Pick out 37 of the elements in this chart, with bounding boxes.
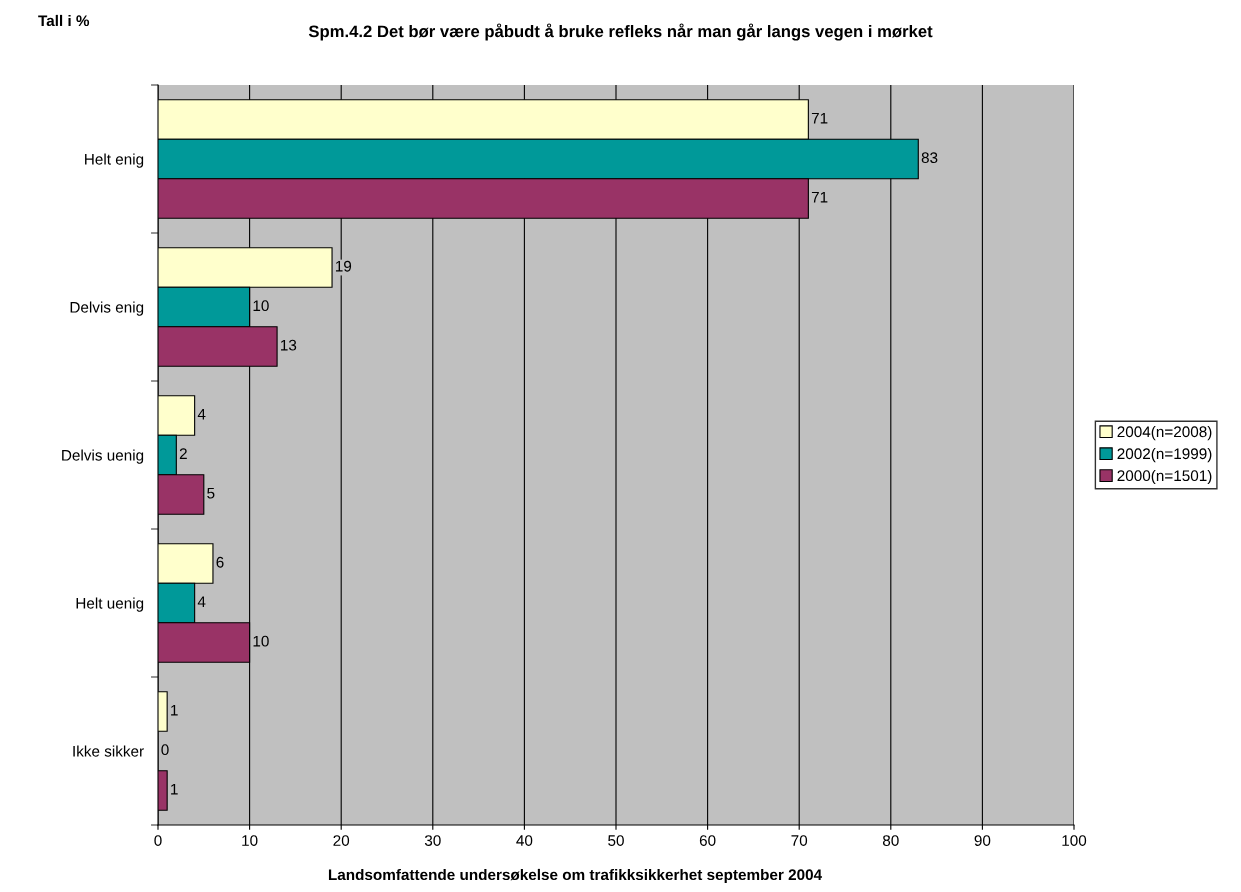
x-tick-label: 70: [791, 835, 808, 846]
chart-title: Spm.4.2 Det bør være påbudt å bruke refleks når man går langs vegen i mørket: [308, 23, 933, 41]
data-label: 5: [207, 487, 215, 499]
data-label: 71: [811, 112, 828, 124]
data-label: 2: [179, 448, 187, 459]
y-tick-label: Helt enig: [85, 153, 144, 168]
data-label: 4: [197, 408, 206, 420]
legend-label: 2000(n=1501): [1117, 469, 1212, 485]
y-tick-label: Delvis enig: [70, 301, 144, 316]
x-tick-label: 10: [242, 835, 258, 846]
x-tick-label: 100: [1062, 835, 1087, 846]
legend-label: 2004(n=2008): [1117, 425, 1212, 441]
x-tick-label: 60: [699, 835, 716, 846]
data-label: 19: [335, 260, 352, 272]
data-label: 1: [171, 783, 178, 795]
x-tick-label: 20: [333, 835, 350, 846]
legend-label: 2002(n=1999): [1117, 447, 1212, 463]
data-label: 13: [281, 339, 297, 351]
y-tick-label: Helt uenig: [76, 597, 144, 612]
text: Landsomfattende undersøkelse om trafikksikkerhet september 2004: [328, 868, 823, 884]
y-tick-label: Delvis uenig: [62, 449, 144, 464]
text: Tall i %: [38, 14, 90, 27]
x-tick-label: 0: [154, 835, 162, 846]
data-label: 6: [216, 556, 224, 568]
data-label: 4: [197, 596, 206, 607]
x-tick-label: 90: [974, 835, 991, 846]
data-label: 71: [811, 191, 828, 203]
data-label: 1: [171, 704, 178, 716]
x-tick-label: 40: [516, 835, 533, 846]
y-tick-label: Ikke sikker: [73, 745, 144, 757]
data-label: 10: [253, 300, 269, 312]
x-tick-label: 80: [882, 835, 899, 846]
x-tick-label: 50: [608, 835, 624, 846]
data-label: 0: [161, 744, 169, 756]
data-label: 10: [253, 635, 269, 647]
x-tick-label: 30: [424, 835, 441, 846]
data-label: 83: [921, 152, 938, 164]
